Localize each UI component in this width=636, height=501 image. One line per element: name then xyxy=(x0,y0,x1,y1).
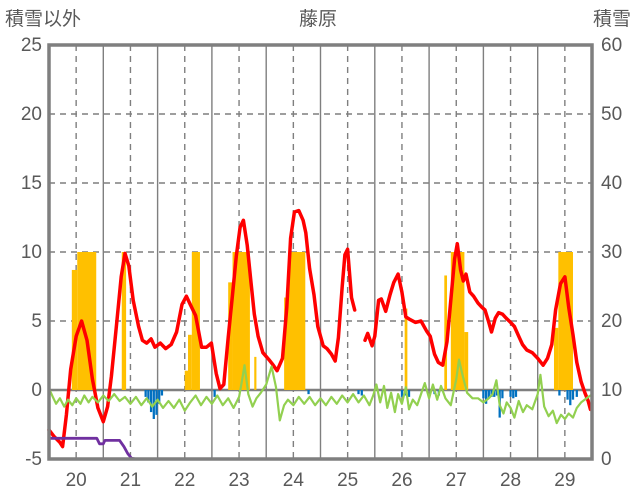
blue-bar xyxy=(484,390,488,404)
orange-bar xyxy=(450,252,465,390)
orange-bar xyxy=(444,275,448,390)
x-axis-day-label: 21 xyxy=(120,470,141,491)
blue-bar xyxy=(566,390,569,400)
orange-bar xyxy=(284,297,290,390)
blue-bar xyxy=(307,390,310,395)
right-axis-tick-label: 50 xyxy=(601,104,622,125)
blue-bar xyxy=(569,390,572,406)
blue-bar xyxy=(400,390,404,397)
red-line xyxy=(47,208,593,449)
x-axis-day-label: 27 xyxy=(446,470,467,491)
blue-bar xyxy=(493,390,496,397)
blue-bar xyxy=(512,390,515,399)
orange-bar xyxy=(254,356,257,390)
x-axis-day-label: 23 xyxy=(228,470,249,491)
left-axis-tick-label: 10 xyxy=(21,242,42,263)
blue-bar xyxy=(147,390,150,403)
orange-bar xyxy=(71,269,78,390)
right-axis-tick-label: 20 xyxy=(601,311,622,332)
blue-bar xyxy=(407,390,411,397)
x-axis-day-label: 26 xyxy=(391,470,412,491)
x-axis-day-label: 29 xyxy=(554,470,575,491)
orange-bar xyxy=(77,252,97,390)
blue-bar xyxy=(149,390,153,413)
left-axis-tick-label: 15 xyxy=(21,173,42,194)
x-axis-day-label: 24 xyxy=(283,470,305,491)
blue-bar xyxy=(575,390,578,397)
orange-bar xyxy=(121,252,127,390)
orange-bar xyxy=(184,370,189,390)
x-axis-day-label: 20 xyxy=(66,470,87,491)
blue-bar xyxy=(487,390,490,399)
orange-bar xyxy=(228,282,233,390)
blue-bar xyxy=(558,390,561,396)
right-axis-tick-label: 30 xyxy=(601,242,622,263)
left-axis-tick-label: 5 xyxy=(31,311,42,332)
blue-bar xyxy=(360,390,363,396)
orange-bar xyxy=(558,252,573,390)
blue-bar xyxy=(158,390,161,404)
blue-bar xyxy=(509,390,512,397)
left-axis-tick-label: 25 xyxy=(21,35,42,56)
blue-bar xyxy=(501,390,504,399)
orange-bar xyxy=(188,334,192,390)
orange-bar xyxy=(289,252,306,390)
blue-bar xyxy=(357,390,360,395)
chart-title: 藤原 xyxy=(298,9,337,30)
orange-bar xyxy=(553,327,559,390)
left-axis-tick-label: 0 xyxy=(31,380,42,401)
left-axis-tick-label: 20 xyxy=(21,104,42,125)
blue-bar xyxy=(482,390,485,399)
blue-bar xyxy=(213,390,216,397)
orange-bar xyxy=(464,332,469,390)
green-line xyxy=(47,358,592,425)
x-axis-day-label: 22 xyxy=(174,470,195,491)
right-axis-tick-label: 0 xyxy=(601,449,612,470)
right-axis-tick-label: 40 xyxy=(601,173,622,194)
plot-border xyxy=(47,43,594,461)
x-axis-day-label: 28 xyxy=(500,470,521,491)
orange-bar xyxy=(404,308,408,390)
blue-bar xyxy=(144,390,147,397)
right-axis-tick-label: 10 xyxy=(601,380,622,401)
left-axis-tick-label: -5 xyxy=(25,449,42,470)
right-axis-tick-label: 60 xyxy=(601,35,622,56)
orange-bar xyxy=(232,252,250,390)
blue-bar xyxy=(490,390,493,397)
left-axis-title: 積雪以外 xyxy=(5,9,82,30)
x-axis-day-label: 25 xyxy=(337,470,358,491)
blue-bar xyxy=(160,390,164,396)
blue-bar xyxy=(514,390,518,397)
blue-bar xyxy=(571,390,575,400)
right-axis-title: 積雪 xyxy=(592,9,631,30)
